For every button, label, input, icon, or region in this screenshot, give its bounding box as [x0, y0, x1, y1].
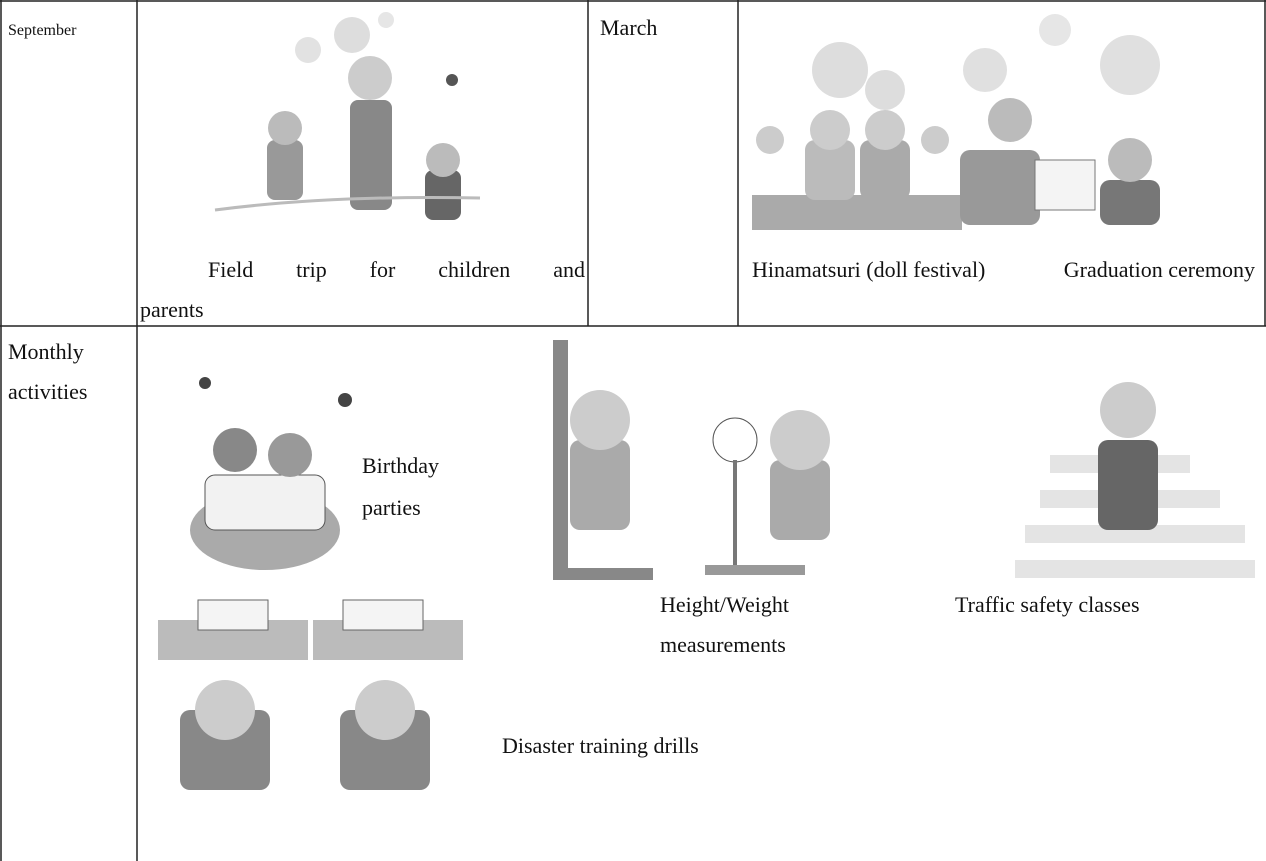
row-label: March: [600, 15, 658, 40]
march-art: [752, 14, 1160, 230]
monthly-art: [158, 340, 1255, 790]
caption: Height/Weight measurements: [660, 592, 789, 657]
caption: Traffic safety classes: [955, 592, 1140, 617]
caption: Disaster training drills: [502, 733, 699, 758]
caption: Birthday parties: [362, 453, 439, 520]
caption: Hinamatsuri (doll festival): [752, 257, 986, 282]
row-label: September: [8, 22, 77, 39]
field-trip-art: [214, 12, 481, 220]
row-label: Monthly activities: [8, 339, 88, 404]
caption: Graduation ceremony: [1063, 257, 1255, 282]
caption: Field trip for children and parents: [140, 257, 585, 322]
